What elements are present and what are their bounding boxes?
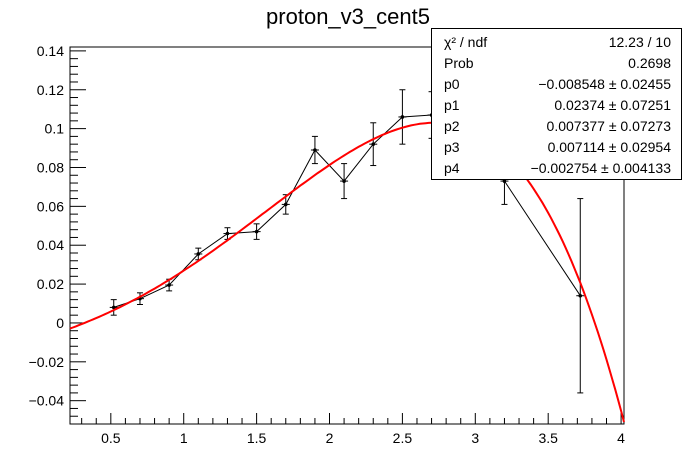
stats-param-name: p0 (444, 76, 460, 92)
data-point (578, 293, 583, 298)
plot-frame (69, 46, 625, 425)
stats-param-name: p3 (444, 139, 460, 155)
stats-param-name: χ² / ndf (444, 34, 488, 50)
chart-title: proton_v3_cent5 (266, 4, 430, 29)
x-tick-label: 1 (180, 430, 188, 446)
data-point (196, 252, 201, 256)
data-point (254, 229, 259, 234)
x-tick-label: 1.5 (247, 430, 267, 446)
stats-row: p1 0.02374 ± 0.07251 (432, 95, 681, 116)
x-tick-label: 4 (617, 430, 625, 446)
stats-row: p2 0.007377 ± 0.07273 (432, 116, 681, 137)
x-tick-label: 0.5 (101, 430, 121, 446)
data-point (400, 115, 405, 119)
x-tick-label: 3 (471, 430, 479, 446)
y-tick-label: 0.14 (37, 43, 64, 59)
data-point (313, 148, 317, 152)
stats-param-value: 0.2698 (628, 55, 671, 71)
x-tick-label: 2.5 (393, 430, 413, 446)
x-tick-label: 3.5 (538, 430, 558, 446)
data-point (225, 231, 230, 236)
y-tick-label: −0.04 (29, 393, 65, 409)
stats-param-value: 0.007377 ± 0.07273 (546, 118, 671, 134)
y-tick-label: −0.02 (29, 354, 65, 370)
y-tick-label: 0.04 (37, 237, 64, 253)
y-tick-label: 0 (56, 315, 64, 331)
stats-row: p0 −0.008548 ± 0.02455 (432, 74, 681, 95)
y-tick-label: 0.06 (37, 198, 64, 214)
stats-param-value: −0.008548 ± 0.02455 (538, 76, 671, 92)
stats-param-value: 0.02374 ± 0.07251 (554, 97, 671, 113)
fit-statistics-box: χ² / ndf 12.23 / 10 Prob 0.2698 p0 −0.008548 … (431, 28, 682, 180)
stats-row: p4 −0.002754 ± 0.004133 (432, 158, 681, 179)
data-point (342, 179, 346, 183)
stats-row: Prob 0.2698 (432, 53, 681, 74)
stats-row: p3 0.007114 ± 0.02954 (432, 137, 681, 158)
y-tick-label: 0.12 (37, 82, 64, 98)
y-tick-label: 0.08 (37, 159, 64, 175)
stats-param-name: p2 (444, 118, 460, 134)
stats-param-name: p1 (444, 97, 460, 113)
stats-param-value: 0.007114 ± 0.02954 (547, 139, 671, 155)
data-point (371, 142, 376, 146)
y-tick-label: 0.1 (45, 121, 65, 137)
data-point (502, 179, 507, 183)
data-point (167, 283, 171, 287)
data-point (111, 305, 116, 310)
stats-param-value: −0.002754 ± 0.004133 (530, 160, 671, 176)
y-tick-label: 0.02 (37, 276, 64, 292)
data-line (113, 114, 581, 308)
stats-row: χ² / ndf 12.23 / 10 (432, 32, 681, 53)
fit-curve (69, 121, 625, 423)
stats-param-value: 12.23 / 10 (608, 34, 671, 50)
data-point (283, 202, 288, 207)
stats-param-name: Prob (444, 55, 474, 71)
x-tick-label: 2 (326, 430, 334, 446)
stats-param-name: p4 (444, 160, 460, 176)
